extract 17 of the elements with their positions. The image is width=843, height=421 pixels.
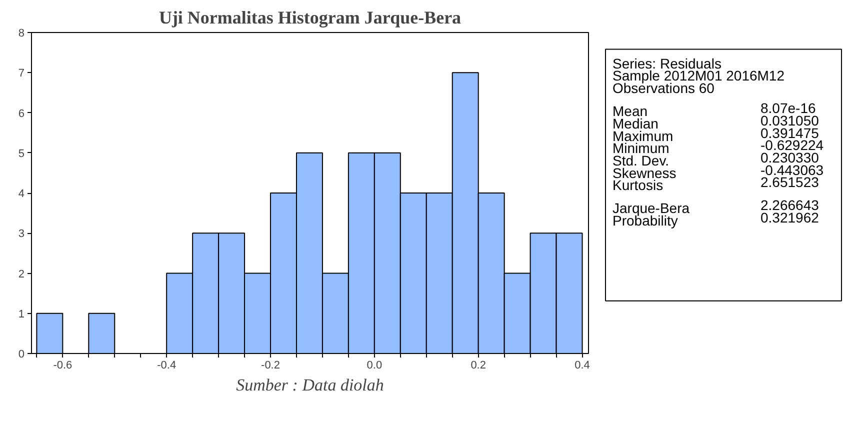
x-tick-label: -0.6 <box>53 360 72 372</box>
y-tick-label: 7 <box>18 68 25 80</box>
chart-title: Uji Normalitas Histogram Jarque-Bera <box>158 8 462 28</box>
x-tick-label: 0.2 <box>470 360 486 372</box>
x-tick-label: 0.0 <box>366 360 382 372</box>
y-tick-label: 8 <box>18 28 25 40</box>
y-tick-label: 2 <box>18 268 25 280</box>
x-tick-label: -0.2 <box>261 360 280 372</box>
x-tick-label: 0.4 <box>574 360 590 372</box>
y-tick-label: 4 <box>18 188 25 200</box>
y-tick-label: 6 <box>18 108 25 120</box>
y-tick-label: 3 <box>18 228 25 240</box>
text: Sumber : Data diolah <box>236 376 384 394</box>
y-tick-label: 1 <box>18 308 25 320</box>
y-tick-label: 0 <box>18 348 25 360</box>
y-tick-label: 5 <box>18 148 25 160</box>
x-tick-label: -0.4 <box>157 360 176 372</box>
